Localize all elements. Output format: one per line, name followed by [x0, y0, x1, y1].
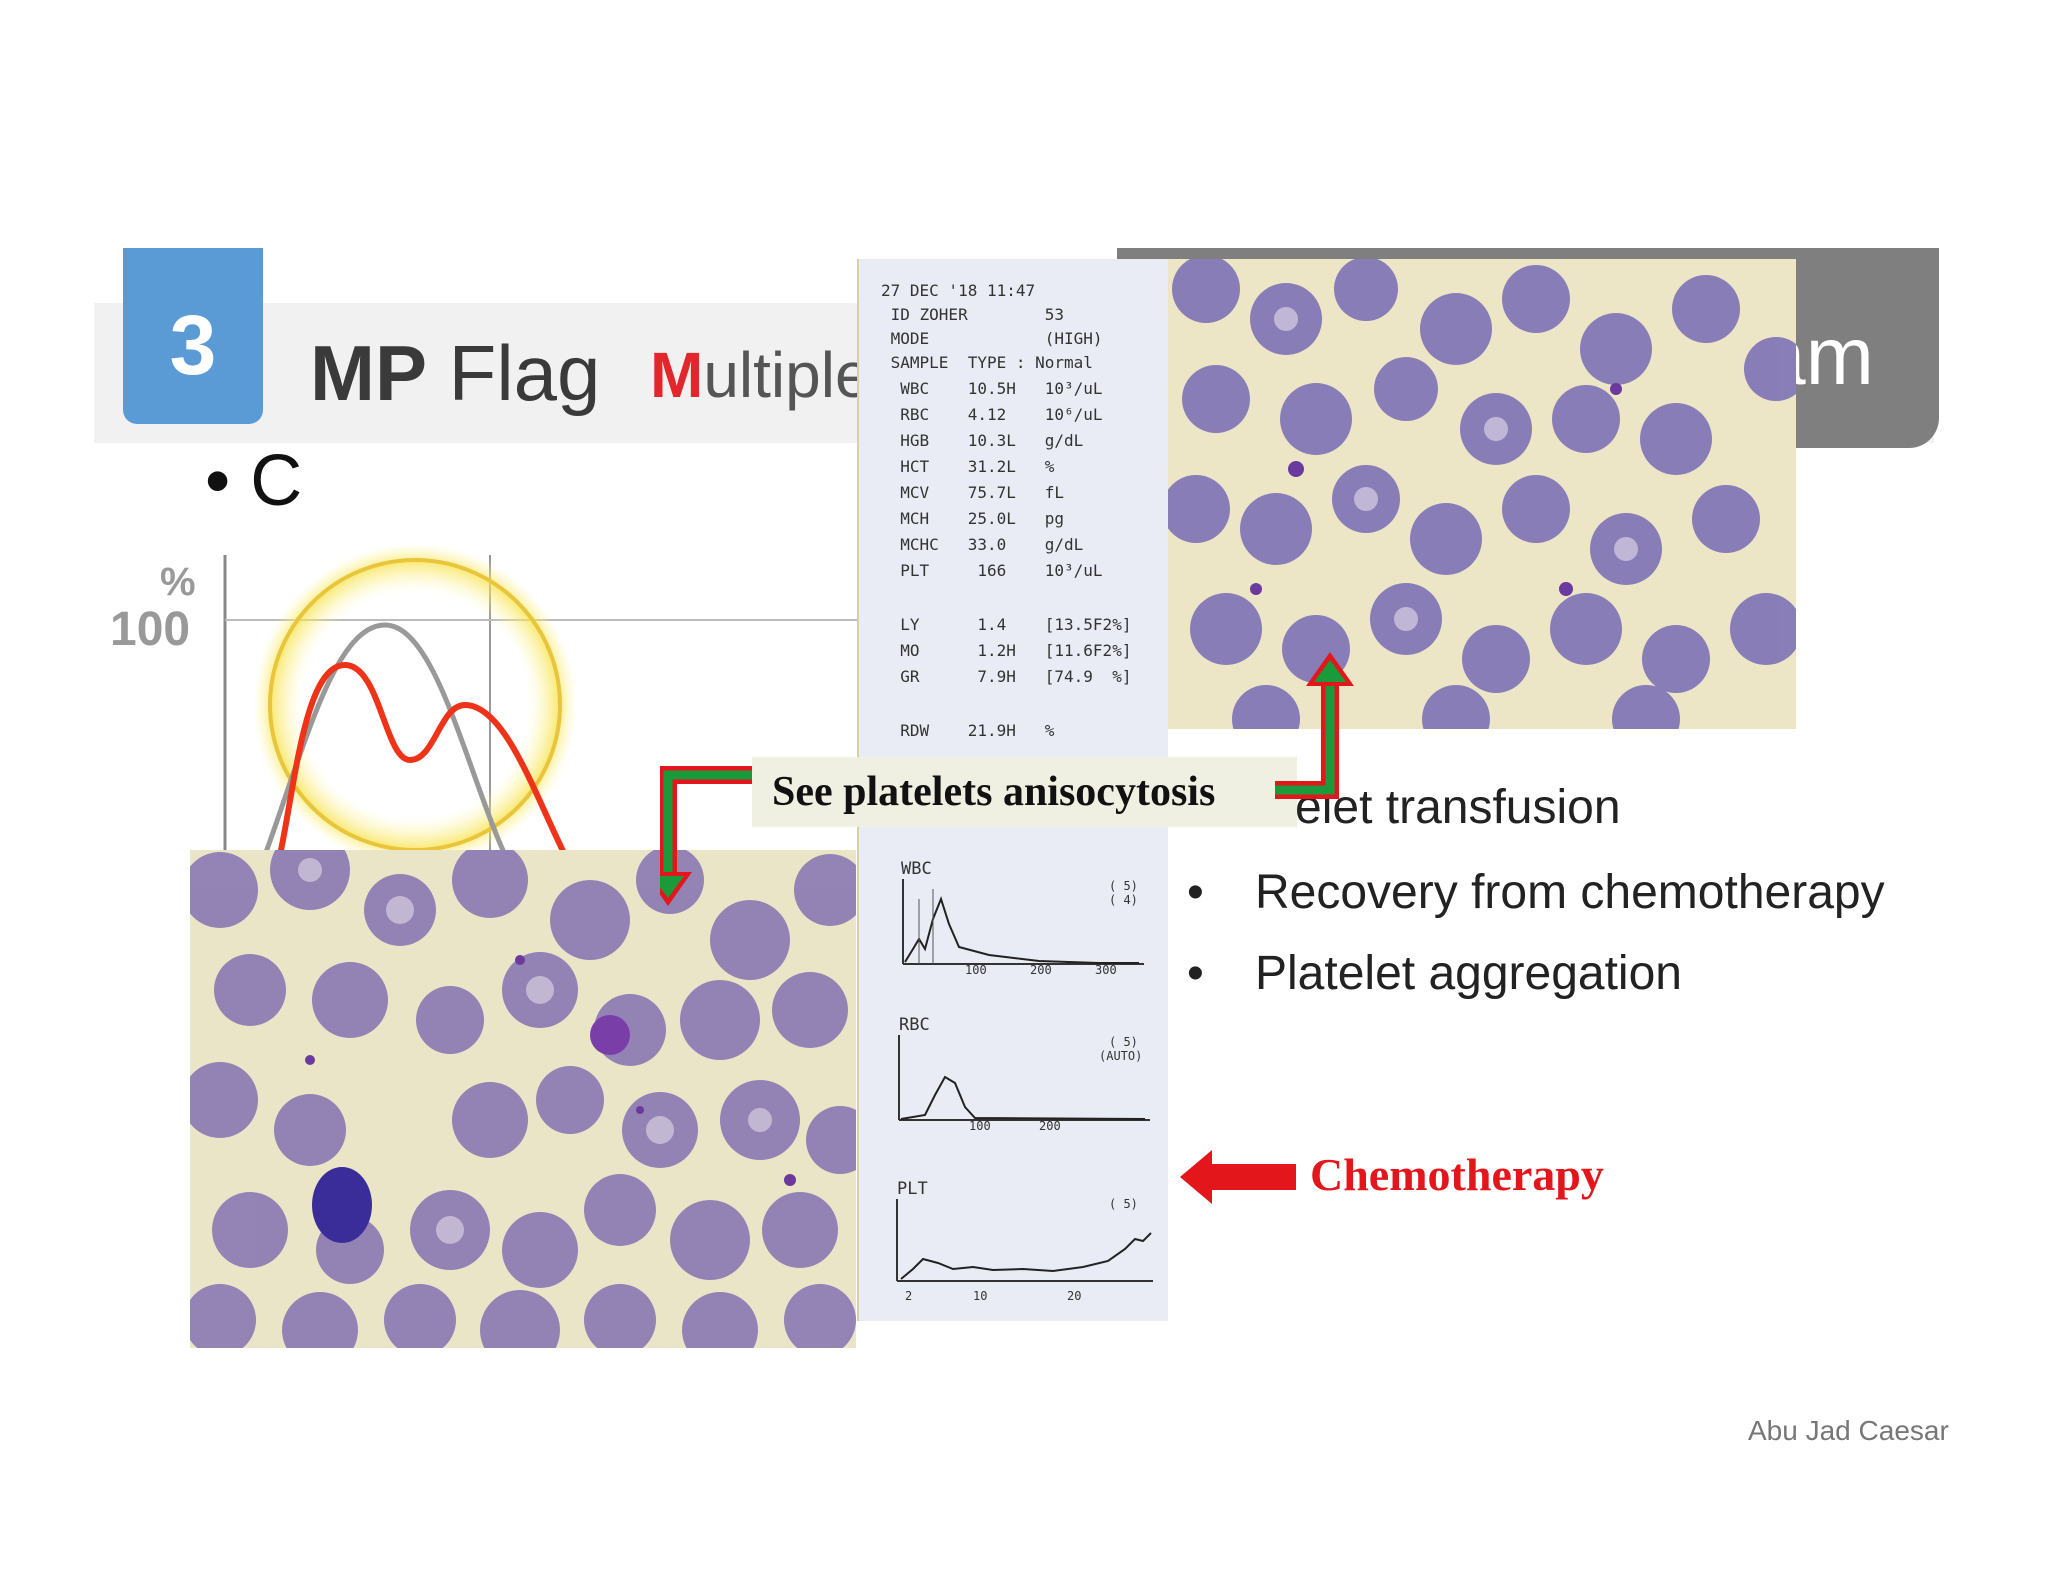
printout-line: MCV 75.7L fL: [881, 483, 1065, 502]
hist-100-label: 100: [110, 603, 190, 656]
wbc-graph: [902, 879, 1144, 965]
badge-number: 3: [169, 298, 217, 392]
slide-subtitle: Multiple: [650, 338, 871, 412]
printout-line: MCH 25.0L pg: [881, 509, 1065, 528]
plt-tick: 20: [1067, 1289, 1082, 1303]
printout-line: HCT 31.2L %: [881, 457, 1055, 476]
plt-graph-label: PLT: [897, 1179, 928, 1199]
left-arrow-body: [663, 770, 752, 880]
chemotherapy-label: Chemotherapy: [1310, 1149, 1604, 1200]
bimodal-curve: [277, 661, 568, 855]
plt-graph: [896, 1199, 1153, 1282]
bullet-c-text: C: [250, 441, 303, 521]
callout-arrows: [660, 652, 1354, 906]
printout-line: MODE (HIGH): [881, 329, 1103, 348]
wbc-tick: 300: [1095, 963, 1117, 977]
printout-line: WBC 10.5H 10³/uL: [881, 379, 1103, 398]
printout-line: 27 DEC '18 11:47: [881, 281, 1036, 300]
printout-line: MCHC 33.0 g/dL: [881, 535, 1084, 554]
glow-halo: [253, 545, 577, 855]
bullet-text: Platelet aggregation: [1255, 947, 1682, 1000]
rbc-graph-label: RBC: [899, 1015, 930, 1035]
rbc-tick: 200: [1039, 1119, 1061, 1133]
right-arrow-outline: [1275, 678, 1339, 799]
rbc-tick: 100: [969, 1119, 991, 1133]
rbc-flag: (AUTO): [1099, 1049, 1143, 1063]
wbc-tick: 200: [1030, 963, 1052, 977]
blood-smear-micrograph-left: [190, 850, 856, 1348]
printout-line: LY 1.4 [13.5F2%]: [881, 615, 1132, 634]
plt-tick: 10: [973, 1289, 988, 1303]
printout-line: MO 1.2H [11.6F2%]: [881, 641, 1132, 660]
rbc-graph: [898, 1035, 1150, 1121]
printout-line: RDW 21.9H %: [881, 721, 1055, 740]
wbc-tick: 100: [965, 963, 987, 977]
wbc-flag: ( 4): [1109, 893, 1138, 907]
printout-line: SAMPLE TYPE : Normal: [881, 353, 1093, 372]
plt-flag: ( 5): [1109, 1197, 1138, 1211]
section-number-badge: 3: [123, 248, 263, 424]
chemotherapy-arrow-icon: [1180, 1150, 1296, 1204]
blood-smear-micrograph-right: [1166, 259, 1796, 729]
author-credit: Abu Jad Caesar: [1748, 1415, 1949, 1446]
left-arrow-outline: [660, 766, 752, 880]
bullet-c: • C: [205, 441, 303, 521]
title-rest: Flag: [427, 329, 601, 417]
platelet-histogram: % 100: [110, 545, 875, 855]
printout-line: HGB 10.3L g/dL: [881, 431, 1084, 450]
anisocytosis-callout: See platelets anisocytosis: [752, 757, 1297, 827]
right-arrow-body: [1275, 678, 1335, 795]
callout-text: See platelets anisocytosis: [772, 769, 1216, 815]
hist-unit: %: [160, 560, 196, 604]
printout-line: RBC 4.12 10⁶/uL: [881, 405, 1103, 424]
printout-line: ID ZOHER 53: [881, 305, 1065, 324]
wbc-graph-label: WBC: [901, 859, 932, 879]
subtitle-initial: M: [650, 339, 704, 411]
wbc-flag: ( 5): [1109, 879, 1138, 893]
printout-line: GR 7.9H [74.9 %]: [881, 667, 1132, 686]
subtitle-rest: ultiple: [703, 339, 871, 411]
plt-tick: 2: [905, 1289, 913, 1303]
rbc-flag: ( 5): [1109, 1035, 1138, 1049]
slide-title: MP Flag: [310, 328, 600, 419]
lymphocyte: [312, 1167, 372, 1243]
printout-line: PLT 166 10³/uL: [881, 561, 1103, 580]
bullet-text: Recovery from chemotherapy: [1255, 866, 1885, 919]
title-bold: MP: [310, 329, 427, 417]
